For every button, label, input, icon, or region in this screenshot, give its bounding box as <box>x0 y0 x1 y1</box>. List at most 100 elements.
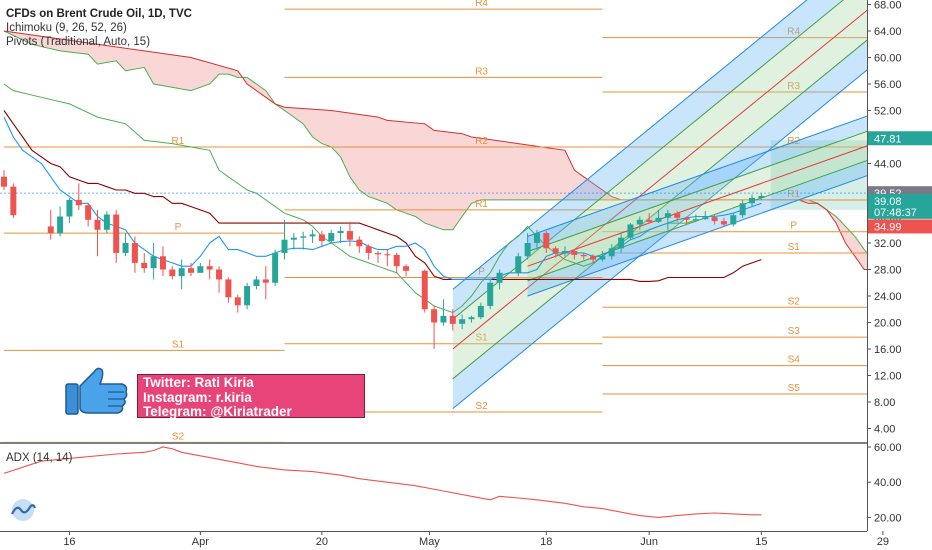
candle-body <box>57 216 64 234</box>
candle-body <box>309 234 316 237</box>
candle-body <box>459 319 466 324</box>
candle-body <box>562 250 568 253</box>
promo-box: Twitter: Rati Kiria Instagram: r.kiria T… <box>137 374 365 419</box>
time-tick-label: 18 <box>540 536 552 548</box>
candle-body <box>739 203 746 216</box>
candle-body <box>720 221 727 225</box>
pivot-label-p: P <box>790 221 797 232</box>
candle-body <box>234 297 241 306</box>
candle-body <box>47 226 54 234</box>
channel-band <box>527 160 867 296</box>
pivot-label-s2: S2 <box>475 401 488 412</box>
candle-body <box>169 269 176 277</box>
candle-body <box>318 234 325 242</box>
candle-body <box>103 214 110 230</box>
price-label-text: 34.99 <box>874 221 902 233</box>
candle-body <box>487 282 494 306</box>
price-label-box <box>868 193 932 208</box>
candle-body <box>141 262 148 269</box>
pivot-label-s3: S3 <box>788 326 801 337</box>
pivot-label-s1: S1 <box>475 333 488 344</box>
time-tick-label: 16 <box>63 536 75 548</box>
candle-body <box>683 217 690 220</box>
price-tick-label: 16.00 <box>874 344 902 356</box>
candle-body <box>225 279 232 298</box>
candle-body <box>244 286 251 306</box>
price-label-text: 07:48:37 <box>874 207 917 219</box>
price-tick-label: 32.00 <box>874 238 902 250</box>
price-tick-label: 68.00 <box>874 0 902 12</box>
price-label-box <box>868 219 932 234</box>
candle-body <box>552 248 559 253</box>
pivot-label-s1: S1 <box>788 242 801 253</box>
pivot-label-r1: R1 <box>172 136 185 147</box>
adx-tick-label: 60.00 <box>874 442 902 454</box>
candle-body <box>636 219 643 225</box>
candle-body <box>113 214 120 253</box>
candle-body <box>618 237 625 249</box>
candle-body <box>730 215 737 225</box>
pivot-label-r3: R3 <box>787 81 800 92</box>
candle-body <box>646 219 653 222</box>
candle-body <box>393 254 400 267</box>
chart-title: CFDs on Brent Crude Oil, 1D, TVC <box>6 8 192 20</box>
candle-body <box>590 256 597 260</box>
candle-body <box>262 279 269 283</box>
channel-band <box>527 116 867 252</box>
pivot-label-p: P <box>478 266 485 277</box>
price-tick-label: 64.00 <box>874 26 902 38</box>
candle-body <box>365 246 372 253</box>
price-label-box <box>868 204 932 219</box>
candle-body <box>197 266 204 273</box>
candle-body <box>75 199 82 206</box>
tenkan-sen <box>3 116 762 280</box>
candle-body <box>702 217 709 220</box>
adx-legend[interactable]: ADX (14, 14) <box>6 452 73 464</box>
pivot-label-r1: R1 <box>787 189 800 200</box>
pivot-label-r3: R3 <box>475 66 488 77</box>
price-tick-label: 28.00 <box>874 265 902 277</box>
candle-body <box>66 199 73 217</box>
candle-body <box>384 254 391 256</box>
kijun-sen <box>3 110 762 282</box>
candle-body <box>599 256 606 260</box>
price-tick-label: 52.00 <box>874 106 902 118</box>
candle-body <box>664 213 671 218</box>
candle-body <box>421 270 428 310</box>
candle-body <box>178 268 185 277</box>
candle-body <box>131 243 138 263</box>
tradingview-logo-icon[interactable] <box>6 499 40 521</box>
pivot-label-r4: R4 <box>787 27 800 38</box>
price-tick-label: 56.00 <box>874 79 902 91</box>
price-tick-label: 12.00 <box>874 371 902 383</box>
pivot-label-r2: R2 <box>475 136 488 147</box>
candle-body <box>711 217 718 222</box>
pivot-label-r2: R2 <box>787 136 800 147</box>
time-tick-label: Jun <box>640 536 658 548</box>
candle-body <box>290 237 297 240</box>
promo-twitter: Twitter: Rati Kiria <box>143 375 254 390</box>
pivot-label-s1: S1 <box>172 339 185 350</box>
adx-tick-label: 20.00 <box>874 512 902 524</box>
candle-body <box>375 252 381 255</box>
channel-line <box>452 39 867 380</box>
channel-band <box>452 40 867 409</box>
price-tick-label: 60.00 <box>874 53 902 65</box>
candle-body <box>431 309 438 323</box>
candle-body <box>159 256 166 270</box>
pivot-label-r1: R1 <box>475 199 488 210</box>
time-tick-label: May <box>419 536 440 548</box>
main-pane: R1 P S1 S2 R4 R3 R2 R1 P S1 S2 R4 R3 R2 R1 P S1 S2 S3 S4 S5 <box>0 0 867 442</box>
candle-body <box>580 254 587 257</box>
pivots-legend[interactable]: Pivots (Traditional, Auto, 15) <box>6 36 151 48</box>
candle-body <box>216 269 223 280</box>
promo-telegram: Telegram: @Kiriatrader <box>143 404 292 419</box>
candle-body <box>758 195 765 198</box>
ichimoku-legend[interactable]: Ichimoku (9, 26, 52, 26) <box>6 22 127 34</box>
candle-body <box>627 224 634 238</box>
price-label-text: 47.81 <box>874 133 902 145</box>
candle-body <box>449 315 456 324</box>
candle-body <box>94 219 101 230</box>
candle-body <box>281 239 288 253</box>
